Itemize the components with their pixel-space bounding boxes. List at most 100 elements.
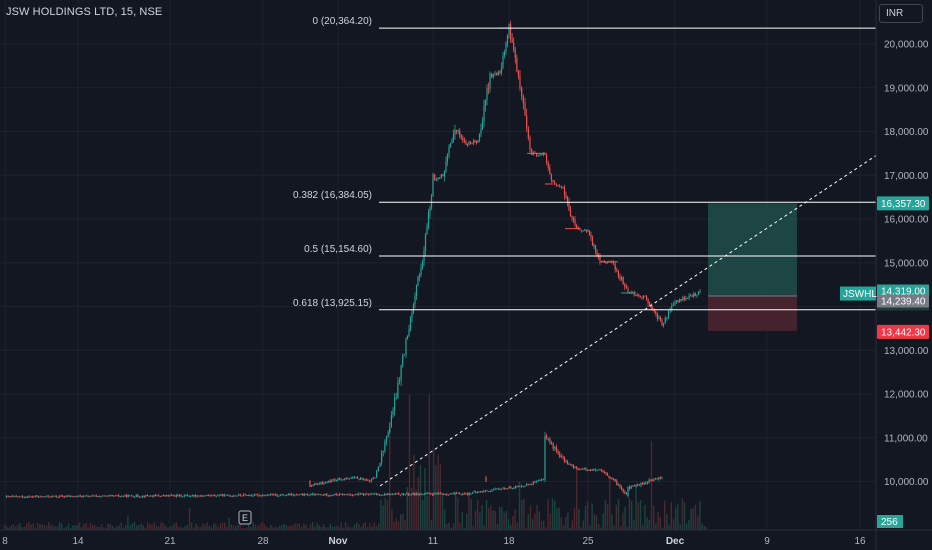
candle-body (480, 129, 482, 135)
volume-bar (703, 525, 705, 530)
candle-body (443, 170, 446, 177)
volume-bar (210, 527, 213, 530)
volume-bar (395, 518, 397, 530)
volume-bar (481, 505, 483, 530)
candle-body (177, 494, 179, 496)
volume-bar (303, 523, 305, 530)
candle-body (220, 494, 222, 496)
x-tick-label: 11 (428, 536, 439, 547)
candle-body (46, 495, 48, 497)
candle-body (305, 493, 307, 495)
candle-body (309, 481, 311, 487)
candle-body (370, 478, 373, 482)
target-price-label-bg (877, 196, 929, 211)
candle-body (661, 477, 663, 479)
volume-bar (705, 527, 708, 530)
volume-bar (459, 523, 461, 530)
candle-body (434, 493, 437, 495)
volume-bar (56, 526, 59, 530)
candle-body (602, 471, 604, 473)
candle-body (451, 140, 453, 144)
candle-body (455, 130, 458, 132)
volume-bar (439, 464, 441, 530)
candle-body (366, 493, 368, 495)
candle-body (656, 313, 658, 319)
volume-bar (241, 527, 243, 530)
x-axis: 8 14 21 28 Nov 11 18 25 Dec 9 16 (0, 529, 932, 547)
candle-body (428, 493, 430, 495)
volume-bar (283, 523, 285, 530)
volume-bar (151, 524, 153, 530)
candle-body (534, 481, 536, 483)
candle-body (71, 495, 73, 497)
volume-bar (633, 520, 635, 530)
candle-body (320, 482, 322, 484)
candle-body (191, 495, 193, 497)
candle-body (30, 496, 32, 498)
candle-body (384, 441, 386, 452)
candle-body (329, 480, 331, 483)
candle-body (507, 488, 509, 490)
volume-bar (140, 523, 142, 530)
volume-bar (444, 509, 446, 530)
volume-bar (76, 525, 78, 530)
candle-body (544, 153, 546, 155)
loss-zone (708, 296, 797, 331)
volume-bar (138, 524, 140, 530)
candle-body (300, 494, 302, 496)
candle-body (527, 483, 529, 485)
candle-body (146, 495, 149, 497)
candle-body (555, 447, 558, 451)
candle-body (311, 493, 313, 495)
candle-body (446, 154, 449, 162)
candle-body (637, 484, 639, 486)
x-tick-label: 28 (257, 536, 269, 547)
volume-bar (505, 511, 507, 530)
candle-body (468, 141, 470, 145)
candle-body (539, 154, 541, 156)
volume-bar (296, 523, 298, 530)
volume-bar (114, 527, 116, 530)
candle-body (79, 495, 81, 497)
volume-bar (199, 527, 202, 530)
candle-body (337, 494, 339, 496)
candle-body (648, 479, 650, 484)
volume-bar (384, 497, 386, 530)
volume-bar (287, 526, 290, 530)
volume-bar (382, 505, 384, 530)
candle-body (228, 495, 230, 497)
earnings-marker: E (242, 513, 248, 523)
candle-body (471, 143, 473, 145)
volume-bar (100, 524, 103, 530)
volume-bar (571, 520, 573, 530)
candle-body (554, 181, 556, 185)
candle-body (270, 494, 272, 496)
candle-body (653, 479, 655, 481)
volume-bar (602, 513, 604, 530)
candle-body (502, 487, 504, 489)
y-tick-label: 20,000.00 (884, 40, 929, 51)
candle-body (420, 268, 422, 275)
candle-body (422, 493, 424, 495)
candle-body (430, 196, 433, 208)
candle-body (685, 297, 687, 300)
candle-body (582, 230, 584, 232)
candle-body (633, 292, 635, 295)
candle-body (388, 493, 390, 495)
candle-body (635, 484, 637, 487)
candle-body (541, 154, 543, 156)
volume-bar (408, 395, 411, 530)
volume-bar (147, 522, 149, 530)
volume-bar (485, 500, 488, 530)
candle-body (274, 494, 277, 496)
candle-body (222, 494, 224, 497)
volume-bar (617, 499, 620, 530)
candle-body (172, 494, 174, 496)
candle-body (186, 494, 189, 497)
candle-body (638, 294, 640, 296)
candle-body (655, 311, 657, 314)
volume-bar (512, 515, 514, 530)
candle-body (317, 483, 319, 485)
currency-button[interactable]: INR (879, 4, 923, 23)
